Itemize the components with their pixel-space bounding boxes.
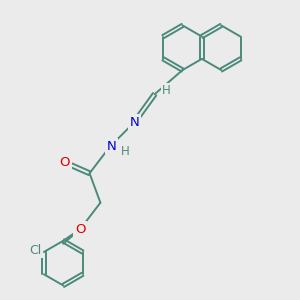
Text: Cl: Cl [29, 244, 41, 257]
Text: N: N [106, 140, 116, 153]
Text: O: O [59, 156, 70, 169]
Text: H: H [161, 84, 170, 97]
Text: N: N [130, 116, 140, 129]
Text: H: H [121, 145, 129, 158]
Text: O: O [75, 223, 86, 236]
